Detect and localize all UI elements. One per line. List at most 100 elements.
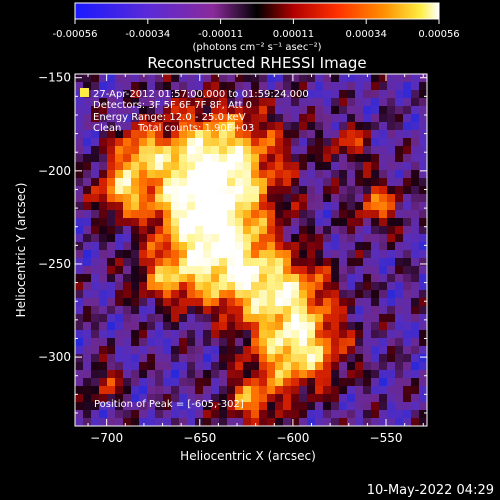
heatmap-cell	[171, 298, 180, 307]
heatmap-cell	[99, 194, 108, 203]
heatmap-cell	[227, 418, 236, 426]
heatmap-cell	[75, 322, 84, 331]
heatmap-cell	[347, 82, 356, 91]
heatmap-cell	[371, 410, 380, 419]
y-tick-label: −250	[38, 257, 71, 271]
heatmap-cell	[323, 354, 332, 363]
heatmap-cell	[123, 226, 132, 235]
heatmap-cell	[307, 98, 316, 107]
heatmap-cell	[379, 290, 388, 299]
heatmap-cell	[339, 330, 348, 339]
heatmap-cell	[251, 394, 260, 403]
heatmap-cell	[203, 114, 212, 123]
heatmap-cell	[299, 330, 308, 339]
heatmap-cell	[131, 106, 140, 115]
heatmap-cell	[291, 218, 300, 227]
heatmap-cell	[123, 138, 132, 147]
heatmap-cell	[371, 106, 380, 115]
heatmap-cell	[307, 138, 316, 147]
heatmap-cell	[395, 106, 404, 115]
heatmap-cell	[347, 186, 356, 195]
heatmap-cell	[411, 210, 420, 219]
heatmap-cell	[155, 354, 164, 363]
heatmap-cell	[107, 354, 116, 363]
heatmap-cell	[75, 194, 84, 203]
heatmap-cell	[363, 178, 372, 187]
heatmap-cell	[339, 178, 348, 187]
heatmap-cell	[187, 122, 196, 131]
heatmap-cell	[419, 202, 427, 211]
heatmap-cell	[139, 306, 148, 315]
heatmap-cell	[107, 410, 116, 419]
heatmap-cell	[419, 178, 427, 187]
heatmap-cell	[347, 346, 356, 355]
heatmap-cell	[315, 394, 324, 403]
heatmap-cell	[243, 194, 252, 203]
heatmap-cell	[339, 338, 348, 347]
heatmap-cell	[387, 330, 396, 339]
heatmap-cell	[195, 170, 204, 179]
heatmap-cell	[299, 370, 308, 379]
heatmap-cell	[395, 370, 404, 379]
heatmap-cell	[219, 242, 228, 251]
heatmap-cell	[363, 418, 372, 426]
heatmap-cell	[219, 178, 228, 187]
heatmap-cell	[99, 202, 108, 211]
heatmap-cell	[291, 250, 300, 259]
heatmap-cell	[147, 354, 156, 363]
heatmap-cell	[99, 274, 108, 283]
heatmap-cell	[307, 322, 316, 331]
heatmap-cell	[91, 106, 100, 115]
heatmap-cell	[411, 82, 420, 91]
heatmap-cell	[323, 378, 332, 387]
heatmap-cell	[163, 130, 172, 139]
heatmap-cell	[139, 314, 148, 323]
heatmap-cell	[299, 114, 308, 123]
heatmap-cell	[107, 330, 116, 339]
heatmap-cell	[347, 330, 356, 339]
heatmap-cell	[195, 114, 204, 123]
heatmap-cell	[419, 106, 427, 115]
heatmap-cell	[235, 258, 244, 267]
heatmap-cell	[371, 258, 380, 267]
heatmap-cell	[347, 146, 356, 155]
heatmap-cell	[371, 386, 380, 395]
heatmap-cell	[91, 282, 100, 291]
heatmap-cell	[243, 210, 252, 219]
heatmap-cell	[243, 298, 252, 307]
heatmap-cell	[259, 266, 268, 275]
heatmap-cell	[203, 146, 212, 155]
heatmap-cell	[75, 242, 84, 251]
heatmap-cell	[163, 410, 172, 419]
colorbar-tick-label: 0.00011	[273, 29, 314, 40]
heatmap-cell	[275, 298, 284, 307]
heatmap-cell	[395, 242, 404, 251]
heatmap-cell	[243, 410, 252, 419]
heatmap-cell	[203, 354, 212, 363]
x-tick-label: −550	[370, 431, 403, 445]
heatmap-cell	[235, 354, 244, 363]
heatmap-cell	[187, 338, 196, 347]
heatmap-cell	[219, 346, 228, 355]
heatmap-cell	[235, 346, 244, 355]
heatmap-cell	[347, 282, 356, 291]
heatmap-cell	[83, 378, 92, 387]
heatmap-cell	[379, 162, 388, 171]
heatmap-cell	[339, 410, 348, 419]
heatmap-cell	[107, 146, 116, 155]
heatmap-cell	[163, 418, 172, 426]
heatmap-cell	[163, 306, 172, 315]
heatmap-cell	[131, 130, 140, 139]
heatmap-cell	[211, 354, 220, 363]
heatmap-cell	[339, 194, 348, 203]
heatmap-cell	[419, 402, 427, 411]
heatmap-cell	[187, 266, 196, 275]
heatmap-cell	[403, 146, 412, 155]
heatmap-cell	[115, 266, 124, 275]
heatmap-cell	[187, 402, 196, 411]
heatmap-cell	[187, 130, 196, 139]
heatmap-cell	[211, 274, 220, 283]
heatmap-cell	[251, 162, 260, 171]
heatmap-cell	[203, 402, 212, 411]
heatmap-cell	[283, 194, 292, 203]
